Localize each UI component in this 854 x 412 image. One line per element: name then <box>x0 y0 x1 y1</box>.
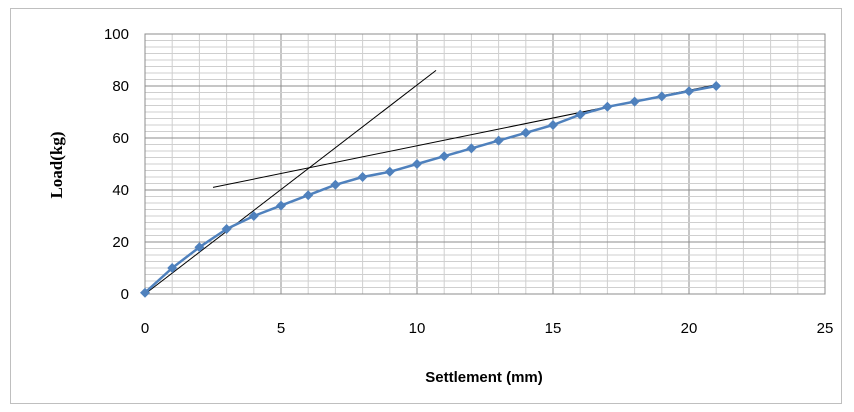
y-tick-label: 80 <box>112 78 129 95</box>
x-tick-label: 20 <box>681 320 698 337</box>
tick-labels: 0 5 10 15 20 25 0 20 40 60 80 100 <box>104 26 833 337</box>
data-point <box>221 224 232 234</box>
data-point <box>493 135 504 146</box>
grid <box>144 33 826 295</box>
x-tick-label: 25 <box>817 320 834 337</box>
tangent-lines <box>144 70 717 295</box>
data-point <box>357 172 368 182</box>
y-tick-label: 100 <box>104 26 129 43</box>
y-tick-label: 40 <box>112 182 129 199</box>
data-point <box>629 96 640 107</box>
tangent-line <box>144 70 437 295</box>
data-point <box>276 200 286 211</box>
x-axis-title: Settlement (mm) <box>425 369 543 386</box>
data-point <box>412 159 422 169</box>
x-tick-label: 0 <box>141 320 149 337</box>
data-point <box>248 211 259 221</box>
data-point <box>140 287 150 298</box>
data-series <box>140 81 722 298</box>
plot-area-border <box>144 33 826 295</box>
data-point <box>330 179 341 190</box>
y-tick-label: 60 <box>112 130 129 147</box>
data-point <box>167 263 178 273</box>
data-point <box>384 166 395 177</box>
x-tick-label: 5 <box>277 320 285 337</box>
data-point <box>548 120 558 130</box>
data-point <box>520 127 531 138</box>
y-tick-label: 0 <box>121 286 129 303</box>
data-point <box>656 91 667 102</box>
data-point <box>575 109 586 120</box>
series-line <box>144 84 717 294</box>
data-point <box>602 101 613 112</box>
y-axis-title: Load(kg) <box>47 131 66 198</box>
y-tick-label: 20 <box>112 234 129 251</box>
data-point <box>684 86 694 97</box>
x-tick-label: 10 <box>409 320 426 337</box>
data-point <box>466 143 477 154</box>
data-point <box>194 242 205 253</box>
data-point <box>303 190 314 201</box>
data-point <box>711 81 722 91</box>
chart-frame <box>10 8 842 404</box>
x-tick-label: 15 <box>545 320 562 337</box>
data-point <box>439 151 450 162</box>
